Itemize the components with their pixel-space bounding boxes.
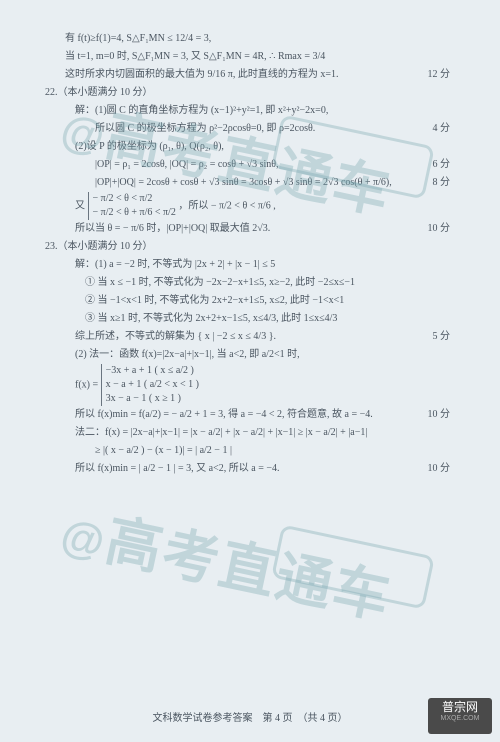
solution-line: 所以 f(x)min = | a/2 − 1 | = 3, 又 a<2, 所以 … [75, 460, 455, 478]
math-text: 所以 f(x)min = | a/2 − 1 | = 3, 又 a<2, 所以 … [75, 463, 279, 474]
score-mark: 6 分 [433, 156, 451, 174]
solution-line: 这时所求内切圆面积的最大值为 9/16 π, 此时直线的方程为 x=1. 12 分 [65, 66, 455, 84]
score-mark: 10 分 [428, 460, 451, 478]
solution-line: 所以圆 C 的极坐标方程为 ρ²−2ρcosθ=0, 即 ρ=2cosθ. 4 分 [75, 120, 455, 138]
logo-brand: 普宗网 [442, 700, 478, 714]
brace-case-line: − π/2 < θ < π/2 [93, 192, 176, 206]
solution-line: 综上所述，不等式的解集为 { x | −2 ≤ x ≤ 4/3 }. 5 分 [75, 328, 455, 346]
score-mark: 8 分 [433, 174, 451, 192]
logo-url: MXQE.COM [428, 715, 492, 723]
math-text: ① 当 x ≤ −1 时, 不等式化为 −2x−2−x+1≤5, x≥−2, 此… [75, 277, 355, 288]
brace-expression: f(x) = −3x + a + 1 ( x ≤ a/2 )x − a + 1 … [75, 364, 455, 406]
solution-line: ③ 当 x≥1 时, 不等式化为 2x+2+x−1≤5, x≤4/3, 此时 1… [75, 310, 455, 328]
score-mark: 5 分 [433, 328, 451, 346]
math-text: 解：(1) a = −2 时, 不等式为 |2x + 2| + |x − 1| … [75, 259, 275, 270]
math-text: 所以 f(x)min = f(a/2) = − a/2 + 1 = 3, 得 a… [75, 409, 373, 420]
solution-line: ≥ |( x − a/2 ) − (x − 1)| = | a/2 − 1 | [75, 442, 455, 460]
math-text: 22.（本小题满分 10 分） [45, 87, 153, 98]
math-text: |OP|+|OQ| = 2cosθ + cosθ + √3 sinθ = 3co… [75, 177, 392, 188]
math-text: 综上所述，不等式的解集为 { x | −2 ≤ x ≤ 4/3 }. [75, 331, 276, 342]
brace-prefix: f(x) = [75, 379, 101, 390]
solution-line: 当 t=1, m=0 时, S△F₁MN = 3, 又 S△F₁MN = 4R,… [65, 48, 455, 66]
score-mark: 10 分 [428, 406, 451, 424]
brace-expression: 又 − π/2 < θ < π/2− π/2 < θ + π/6 < π/2 ，… [75, 192, 455, 220]
math-text: 所以当 θ = − π/6 时，|OP|+|OQ| 取最大值 2√3. [75, 223, 270, 234]
brace-prefix: 又 [75, 200, 88, 211]
brace-cases: −3x + a + 1 ( x ≤ a/2 )x − a + 1 ( a/2 <… [101, 364, 199, 406]
footer-text: 文科数学试卷参考答案 第 4 页 （共 4 页） [153, 713, 348, 724]
solution-line: 解：(1)圆 C 的直角坐标方程为 (x−1)²+y²=1, 即 x²+y²−2… [75, 102, 455, 120]
math-text: |OP| = ρ₁ = 2cosθ, |OQ| = ρ₂ = cosθ + √3… [75, 159, 279, 170]
math-text: 所以圆 C 的极坐标方程为 ρ²−2ρcosθ=0, 即 ρ=2cosθ. [75, 123, 315, 134]
question-header: 23.（本小题满分 10 分） [45, 238, 455, 256]
math-text: (2)设 P 的极坐标为 (ρ₁, θ), Q(ρ₂, θ), [75, 141, 224, 152]
brace-case-line: − π/2 < θ + π/6 < π/2 [93, 206, 176, 220]
brace-cases: − π/2 < θ < π/2− π/2 < θ + π/6 < π/2 [88, 192, 176, 220]
math-text: 解：(1)圆 C 的直角坐标方程为 (x−1)²+y²=1, 即 x²+y²−2… [75, 105, 328, 116]
brace-suffix: ，所以 − π/2 < θ < π/6 , [176, 200, 276, 211]
solution-line: |OP|+|OQ| = 2cosθ + cosθ + √3 sinθ = 3co… [75, 174, 455, 192]
math-text: 23.（本小题满分 10 分） [45, 241, 153, 252]
math-text: 法二：f(x) = |2x−a|+|x−1| = |x − a/2| + |x … [75, 427, 367, 438]
solution-line: |OP| = ρ₁ = 2cosθ, |OQ| = ρ₂ = cosθ + √3… [75, 156, 455, 174]
solution-line: (2)设 P 的极坐标为 (ρ₁, θ), Q(ρ₂, θ), [75, 138, 455, 156]
solution-line: 所以 f(x)min = f(a/2) = − a/2 + 1 = 3, 得 a… [75, 406, 455, 424]
math-text: 这时所求内切圆面积的最大值为 9/16 π, 此时直线的方程为 x=1. [65, 69, 338, 80]
brace-case-line: x − a + 1 ( a/2 < x < 1 ) [106, 378, 199, 392]
score-mark: 4 分 [433, 120, 451, 138]
question-header: 22.（本小题满分 10 分） [45, 84, 455, 102]
math-text: (2) 法一：函数 f(x)=|2x−a|+|x−1|, 当 a<2, 即 a/… [75, 349, 300, 360]
score-mark: 10 分 [428, 220, 451, 238]
solution-line: 所以当 θ = − π/6 时，|OP|+|OQ| 取最大值 2√3. 10 分 [75, 220, 455, 238]
exam-answer-page: 有 f(t)≥f(1)=4, S△F₁MN ≤ 12/4 = 3, 当 t=1, … [0, 0, 500, 742]
math-text: 有 f(t)≥f(1)=4, S△F₁MN ≤ 12/4 = 3, [65, 33, 211, 44]
solution-line: ① 当 x ≤ −1 时, 不等式化为 −2x−2−x+1≤5, x≥−2, 此… [75, 274, 455, 292]
math-text: ② 当 −1<x<1 时, 不等式化为 2x+2−x+1≤5, x≤2, 此时 … [75, 295, 344, 306]
solution-line: (2) 法一：函数 f(x)=|2x−a|+|x−1|, 当 a<2, 即 a/… [75, 346, 455, 364]
brace-case-line: −3x + a + 1 ( x ≤ a/2 ) [106, 364, 199, 378]
math-text: ≥ |( x − a/2 ) − (x − 1)| = | a/2 − 1 | [75, 445, 232, 456]
brace-case-line: 3x − a − 1 ( x ≥ 1 ) [106, 392, 199, 406]
solution-line: 有 f(t)≥f(1)=4, S△F₁MN ≤ 12/4 = 3, [65, 30, 455, 48]
math-text: ③ 当 x≥1 时, 不等式化为 2x+2+x−1≤5, x≤4/3, 此时 1… [75, 313, 337, 324]
solution-line: 解：(1) a = −2 时, 不等式为 |2x + 2| + |x − 1| … [75, 256, 455, 274]
site-logo: 普宗网 MXQE.COM [428, 698, 492, 734]
score-mark: 12 分 [428, 66, 451, 84]
solution-line: 法二：f(x) = |2x−a|+|x−1| = |x − a/2| + |x … [75, 424, 455, 442]
page-footer: 文科数学试卷参考答案 第 4 页 （共 4 页） [0, 709, 500, 724]
solution-line: ② 当 −1<x<1 时, 不等式化为 2x+2−x+1≤5, x≤2, 此时 … [75, 292, 455, 310]
math-text: 当 t=1, m=0 时, S△F₁MN = 3, 又 S△F₁MN = 4R,… [65, 51, 325, 62]
